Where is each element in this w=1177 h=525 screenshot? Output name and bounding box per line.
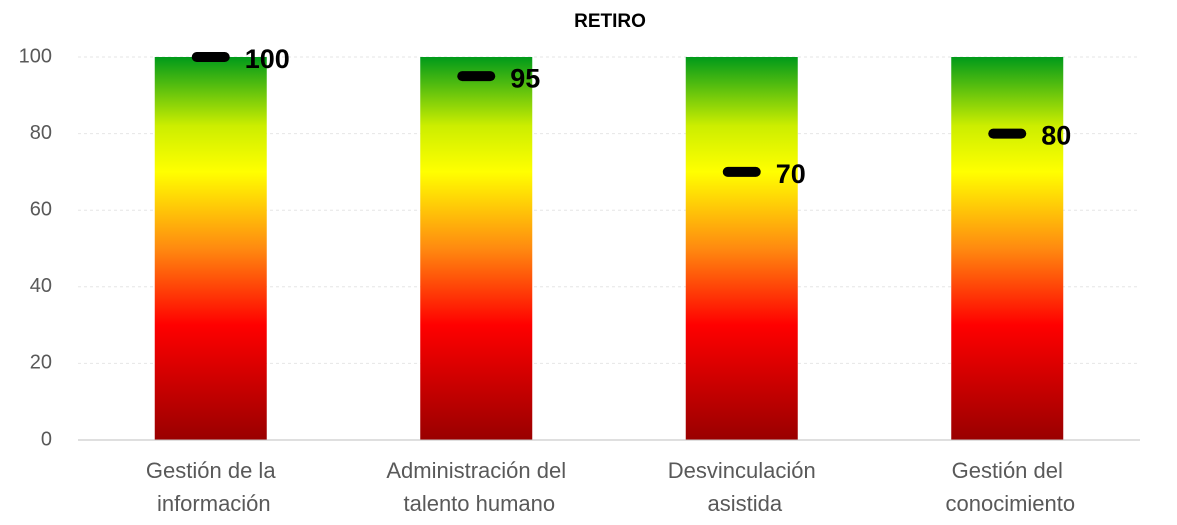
y-tick-label: 80 [30, 122, 52, 144]
y-tick-label: 100 [19, 45, 52, 67]
data-label: 95 [510, 63, 540, 93]
scale-band [685, 57, 798, 440]
scale-band [951, 57, 1064, 440]
x-tick-label: Gestión de la información [146, 458, 276, 516]
data-label: 80 [1041, 121, 1071, 151]
scale-band [154, 57, 267, 440]
data-label: 70 [776, 159, 806, 189]
marker [457, 71, 496, 82]
data-label: 100 [245, 44, 290, 74]
x-tick-label: Administración del talento humano [386, 458, 566, 516]
marker [988, 128, 1027, 139]
chart-title: RETIRO [574, 11, 646, 32]
x-tick-label: Desvinculación asistida [668, 458, 816, 516]
marker [722, 166, 761, 177]
marker [191, 52, 230, 62]
y-tick-label: 60 [30, 198, 52, 220]
y-tick-label: 40 [30, 275, 52, 297]
x-tick-label: Gestión del conocimiento [939, 458, 1075, 516]
scale-band [420, 57, 533, 440]
y-tick-label: 20 [30, 352, 52, 374]
y-tick-label: 0 [41, 428, 52, 450]
